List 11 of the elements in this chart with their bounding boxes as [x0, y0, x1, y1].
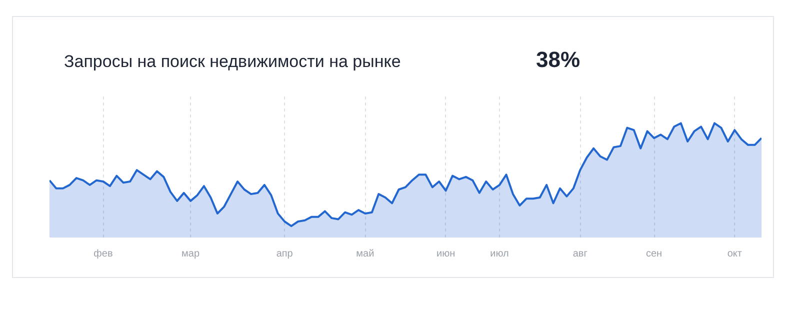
chart-title: Запросы на поиск недвижимости на рынке — [64, 51, 401, 73]
x-tick-label: июн — [436, 248, 456, 260]
x-tick-label: май — [356, 248, 374, 260]
x-tick-label: окт — [727, 248, 742, 260]
x-tick-label: апр — [276, 248, 294, 260]
text: 38% — [536, 46, 580, 74]
x-tick-label: фев — [94, 248, 113, 260]
x-tick-label: авг — [572, 248, 588, 260]
x-tick-label: сен — [646, 248, 662, 260]
x-tick-label: мар — [182, 248, 200, 260]
x-tick-label: июл — [490, 248, 510, 260]
